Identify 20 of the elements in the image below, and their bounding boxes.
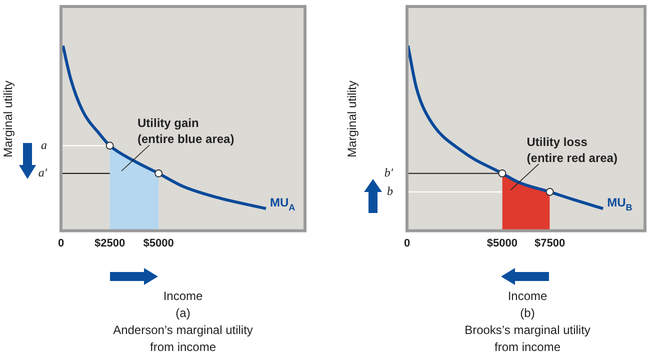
- text: Anderson’s marginal utility from income: [113, 322, 253, 356]
- y-axis-title: Marginal utility: [345, 80, 359, 160]
- ref-line-label: a: [41, 138, 47, 152]
- text: (b): [519, 305, 536, 322]
- ref-line-label: b: [387, 184, 393, 198]
- annotation: Utility gain (entire blue area): [138, 116, 234, 146]
- x-tick-label: $2500: [94, 237, 126, 250]
- x-tick-label: 0: [58, 237, 64, 250]
- text: (a): [174, 305, 192, 322]
- y-axis-title: Marginal utility: [1, 80, 15, 160]
- x-axis-title: Income: [506, 288, 548, 305]
- x-tick-label: $7500: [534, 237, 566, 250]
- ref-line-label: b′: [384, 166, 394, 180]
- x-tick-label: $5000: [486, 237, 518, 250]
- annotation: Utility loss (entire red area): [526, 134, 618, 165]
- text: Brooks’s marginal utility from income: [464, 322, 592, 356]
- ref-line-label: a′: [38, 166, 48, 180]
- x-tick-label: $5000: [143, 237, 174, 250]
- x-tick-label: 0: [404, 237, 410, 250]
- x-axis-title: Income: [162, 288, 204, 305]
